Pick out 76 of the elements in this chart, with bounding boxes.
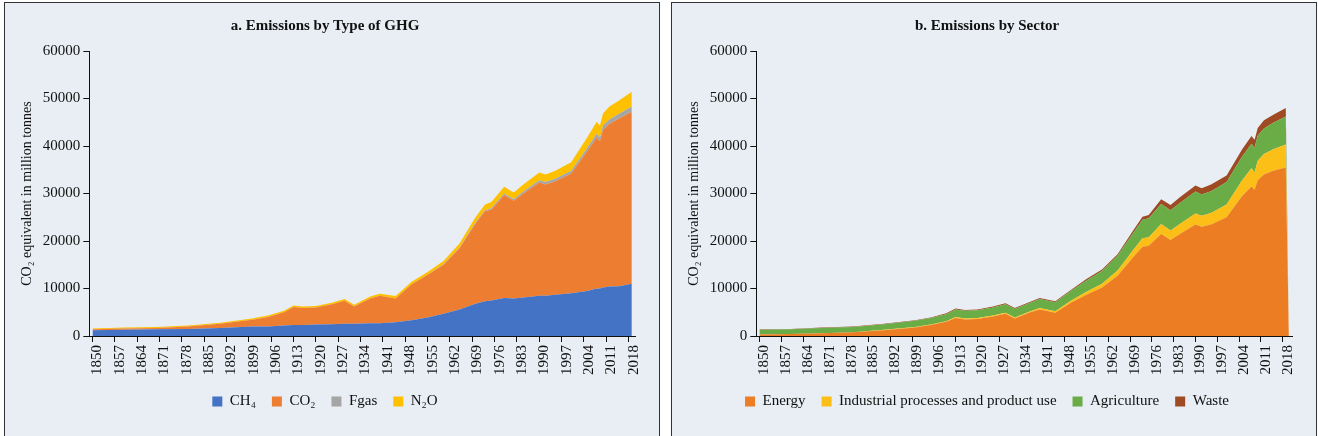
x-tick-label: 2018 xyxy=(624,345,641,375)
x-tick-label: 1857 xyxy=(110,344,127,375)
y-tick-label: 30000 xyxy=(709,184,748,201)
x-tick-label: 2011 xyxy=(1256,345,1273,375)
y-tick-label: 20000 xyxy=(709,231,748,248)
legend-label: CO₂ xyxy=(289,392,316,409)
x-tick-label: 1864 xyxy=(798,344,815,375)
x-tick-label: 1913 xyxy=(289,345,306,375)
x-tick-label: 1871 xyxy=(820,345,837,375)
x-tick-label: 1899 xyxy=(244,345,261,375)
x-tick-label: 1941 xyxy=(1038,345,1055,375)
x-tick-label: 1934 xyxy=(1016,344,1033,375)
x-tick-label: 1955 xyxy=(423,345,440,375)
y-tick-label: 40000 xyxy=(709,136,748,153)
x-tick-label: 1983 xyxy=(512,345,529,375)
y-axis-title: CO₂ equivalent in million tonnes xyxy=(686,101,702,286)
y-axis-title: CO₂ equivalent in million tonnes xyxy=(19,101,35,286)
x-tick-label: 1948 xyxy=(401,345,418,375)
x-tick-label: 1955 xyxy=(1082,345,1099,375)
y-tick-label: 30000 xyxy=(42,184,81,201)
y-tick-label: 10000 xyxy=(42,279,81,296)
x-tick-label: 1906 xyxy=(929,344,946,375)
x-tick-label: 1983 xyxy=(1169,345,1186,375)
legend-label: Fgas xyxy=(348,392,378,409)
chart-title: a. Emissions by Type of GHG xyxy=(230,16,420,33)
x-tick-label: 1962 xyxy=(445,345,462,375)
y-tick-label: 0 xyxy=(739,326,748,343)
x-tick-label: 1850 xyxy=(88,345,105,375)
x-tick-label: 1990 xyxy=(535,345,552,375)
x-tick-label: 1857 xyxy=(777,344,794,375)
legend-label: Industrial processes and product use xyxy=(839,392,1057,409)
x-tick-label: 2004 xyxy=(579,344,596,375)
x-tick-label: 2018 xyxy=(1278,345,1295,375)
legend-label: CH₄ xyxy=(229,392,256,409)
x-tick-label: 1997 xyxy=(557,344,574,375)
x-tick-label: 1969 xyxy=(1125,345,1142,375)
x-tick-label: 2004 xyxy=(1234,344,1251,375)
legend-label: N₂O xyxy=(410,392,438,409)
x-tick-label: 1885 xyxy=(200,345,217,375)
x-tick-label: 1941 xyxy=(378,345,395,375)
x-tick-label: 1962 xyxy=(1104,345,1121,375)
x-tick-label: 2011 xyxy=(602,345,619,375)
x-tick-label: 1948 xyxy=(1060,345,1077,375)
x-tick-label: 1864 xyxy=(133,344,150,375)
y-tick-label: 50000 xyxy=(709,89,748,106)
y-tick-label: 10000 xyxy=(709,279,748,296)
x-tick-label: 1927 xyxy=(334,344,351,375)
x-tick-label: 1997 xyxy=(1213,344,1230,375)
legend-label: Waste xyxy=(1192,392,1230,409)
x-tick-label: 1871 xyxy=(155,345,172,375)
x-tick-label: 1892 xyxy=(222,345,239,375)
x-tick-label: 1934 xyxy=(356,344,373,375)
x-tick-label: 1892 xyxy=(886,345,903,375)
x-tick-label: 1976 xyxy=(1147,344,1164,375)
x-tick-label: 1885 xyxy=(864,345,881,375)
x-tick-label: 1899 xyxy=(907,345,924,375)
y-tick-label: 20000 xyxy=(42,231,81,248)
x-tick-label: 1976 xyxy=(490,344,507,375)
legend-label: Energy xyxy=(762,392,807,409)
y-tick-label: 50000 xyxy=(42,89,81,106)
x-tick-label: 1878 xyxy=(842,345,859,375)
y-tick-label: 60000 xyxy=(709,41,748,58)
x-tick-label: 1920 xyxy=(311,345,328,375)
x-tick-label: 1878 xyxy=(177,345,194,375)
x-tick-label: 1927 xyxy=(995,344,1012,375)
x-tick-label: 1969 xyxy=(468,345,485,375)
x-tick-label: 1906 xyxy=(267,344,284,375)
chart-title: b. Emissions by Sector xyxy=(914,16,1060,33)
x-tick-label: 1913 xyxy=(951,345,968,375)
y-tick-label: 40000 xyxy=(42,136,81,153)
x-tick-label: 1850 xyxy=(755,345,772,375)
y-tick-label: 60000 xyxy=(42,41,81,58)
x-tick-label: 1920 xyxy=(973,345,990,375)
legend-label: Agriculture xyxy=(1090,392,1160,409)
x-tick-label: 1990 xyxy=(1191,345,1208,375)
y-tick-label: 0 xyxy=(72,326,81,343)
